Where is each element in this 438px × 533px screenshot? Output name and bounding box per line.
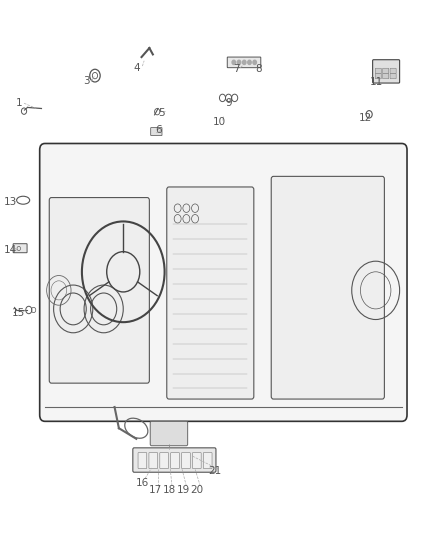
Text: 3: 3 (83, 76, 89, 86)
FancyBboxPatch shape (182, 453, 190, 469)
FancyBboxPatch shape (271, 176, 385, 399)
Text: 14: 14 (4, 245, 17, 255)
FancyBboxPatch shape (149, 453, 158, 469)
FancyBboxPatch shape (167, 187, 254, 399)
Text: 11: 11 (370, 77, 383, 87)
FancyBboxPatch shape (13, 244, 27, 253)
FancyBboxPatch shape (227, 57, 261, 68)
Circle shape (248, 60, 251, 64)
Text: 6: 6 (155, 125, 161, 135)
FancyBboxPatch shape (160, 453, 169, 469)
Text: 15: 15 (12, 308, 25, 318)
Text: 18: 18 (162, 485, 176, 495)
FancyBboxPatch shape (390, 68, 396, 74)
Text: 5: 5 (158, 108, 165, 118)
Circle shape (237, 60, 241, 64)
Circle shape (253, 60, 256, 64)
FancyBboxPatch shape (133, 448, 216, 472)
Circle shape (232, 60, 236, 64)
Text: 8: 8 (255, 64, 261, 74)
FancyBboxPatch shape (138, 453, 147, 469)
FancyBboxPatch shape (151, 127, 162, 135)
FancyBboxPatch shape (192, 453, 201, 469)
Text: 21: 21 (208, 466, 221, 475)
FancyBboxPatch shape (203, 453, 212, 469)
Text: 12: 12 (359, 113, 372, 123)
Text: 17: 17 (148, 485, 162, 495)
Text: 1: 1 (15, 98, 22, 108)
Text: 7: 7 (233, 64, 240, 74)
FancyBboxPatch shape (373, 60, 399, 83)
FancyBboxPatch shape (49, 198, 149, 383)
Text: 9: 9 (225, 98, 232, 108)
Text: 20: 20 (191, 485, 204, 495)
FancyBboxPatch shape (40, 143, 407, 421)
Text: 10: 10 (213, 117, 226, 127)
FancyBboxPatch shape (390, 74, 396, 79)
Circle shape (243, 60, 246, 64)
FancyBboxPatch shape (375, 74, 381, 79)
FancyBboxPatch shape (375, 68, 381, 74)
Text: 4: 4 (134, 63, 141, 72)
FancyBboxPatch shape (150, 421, 187, 446)
Text: 19: 19 (177, 485, 190, 495)
Text: 16: 16 (135, 478, 148, 488)
Text: 13: 13 (4, 197, 17, 207)
FancyBboxPatch shape (383, 68, 389, 74)
FancyBboxPatch shape (383, 74, 389, 79)
FancyBboxPatch shape (171, 453, 180, 469)
